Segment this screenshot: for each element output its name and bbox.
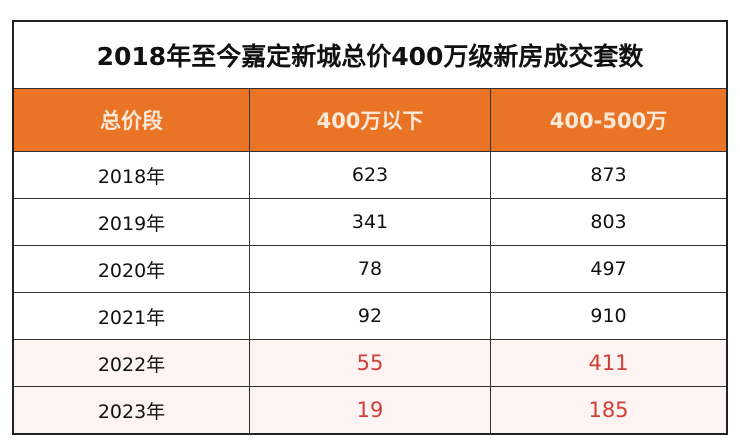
table-row: 2022年 55 411 xyxy=(12,339,728,387)
400-500-cell: 803 xyxy=(490,198,728,246)
year-cell: 2023年 xyxy=(12,386,250,435)
below-400-cell: 623 xyxy=(249,151,491,199)
400-500-cell: 411 xyxy=(490,339,728,387)
year-cell: 2018年 xyxy=(12,151,250,199)
year-cell: 2021年 xyxy=(12,292,250,340)
400-500-cell: 910 xyxy=(490,292,728,340)
400-500-cell: 873 xyxy=(490,151,728,199)
400-500-cell: 497 xyxy=(490,245,728,293)
column-header-400-500: 400-500万 xyxy=(490,88,728,152)
table-row: 2023年 19 185 xyxy=(12,386,728,435)
sales-table: 2018年至今嘉定新城总价400万级新房成交套数 总价段 400万以下 400-… xyxy=(12,20,728,435)
below-400-cell: 341 xyxy=(249,198,491,246)
table-row: 2020年 78 497 xyxy=(12,245,728,293)
below-400-cell: 19 xyxy=(249,386,491,435)
400-500-cell: 185 xyxy=(490,386,728,435)
table-title: 2018年至今嘉定新城总价400万级新房成交套数 xyxy=(12,20,728,89)
below-400-cell: 55 xyxy=(249,339,491,387)
table-row: 2019年 341 803 xyxy=(12,198,728,246)
year-cell: 2022年 xyxy=(12,339,250,387)
below-400-cell: 92 xyxy=(249,292,491,340)
below-400-cell: 78 xyxy=(249,245,491,293)
table-row: 2021年 92 910 xyxy=(12,292,728,340)
header-row: 总价段 400万以下 400-500万 xyxy=(12,88,728,152)
year-cell: 2020年 xyxy=(12,245,250,293)
column-header-price-range: 总价段 xyxy=(12,88,250,152)
column-header-below-400: 400万以下 xyxy=(249,88,491,152)
table-row: 2018年 623 873 xyxy=(12,151,728,199)
year-cell: 2019年 xyxy=(12,198,250,246)
